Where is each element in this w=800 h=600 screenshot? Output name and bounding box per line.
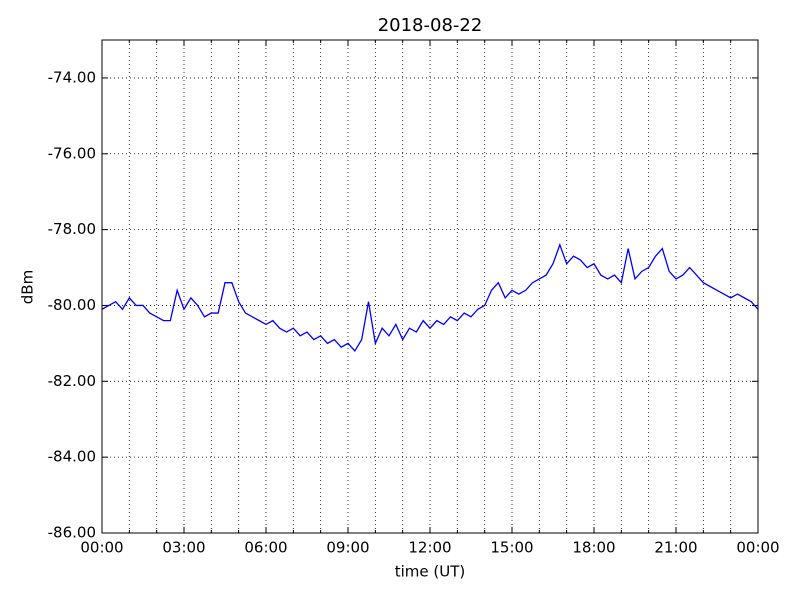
y-tick-label: -82.00 bbox=[48, 372, 96, 390]
plot-frame bbox=[101, 39, 759, 534]
data-line bbox=[101, 242, 759, 353]
x-tick-label: 03:00 bbox=[162, 539, 205, 557]
y-tick-label: -78.00 bbox=[48, 220, 96, 238]
y-tick-label: -84.00 bbox=[48, 448, 96, 466]
x-tick-label: 00:00 bbox=[80, 539, 123, 557]
y-tick-label: -80.00 bbox=[48, 296, 96, 314]
y-tick-label: -76.00 bbox=[48, 144, 96, 162]
y-tick-label: -86.00 bbox=[48, 524, 96, 542]
x-tick-label: 12:00 bbox=[408, 539, 451, 557]
y-axis-label: dBm bbox=[19, 270, 37, 304]
chart-title: 2018-08-22 bbox=[378, 15, 483, 36]
x-tick-label: 21:00 bbox=[654, 539, 697, 557]
x-axis-label: time (UT) bbox=[395, 563, 466, 581]
x-tick-label: 06:00 bbox=[244, 539, 287, 557]
x-tick-label: 18:00 bbox=[572, 539, 615, 557]
x-tick-label: 09:00 bbox=[326, 539, 369, 557]
x-tick-label: 15:00 bbox=[490, 539, 533, 557]
y-tick-label: -74.00 bbox=[48, 68, 96, 86]
x-tick-label: 00:00 bbox=[736, 539, 779, 557]
